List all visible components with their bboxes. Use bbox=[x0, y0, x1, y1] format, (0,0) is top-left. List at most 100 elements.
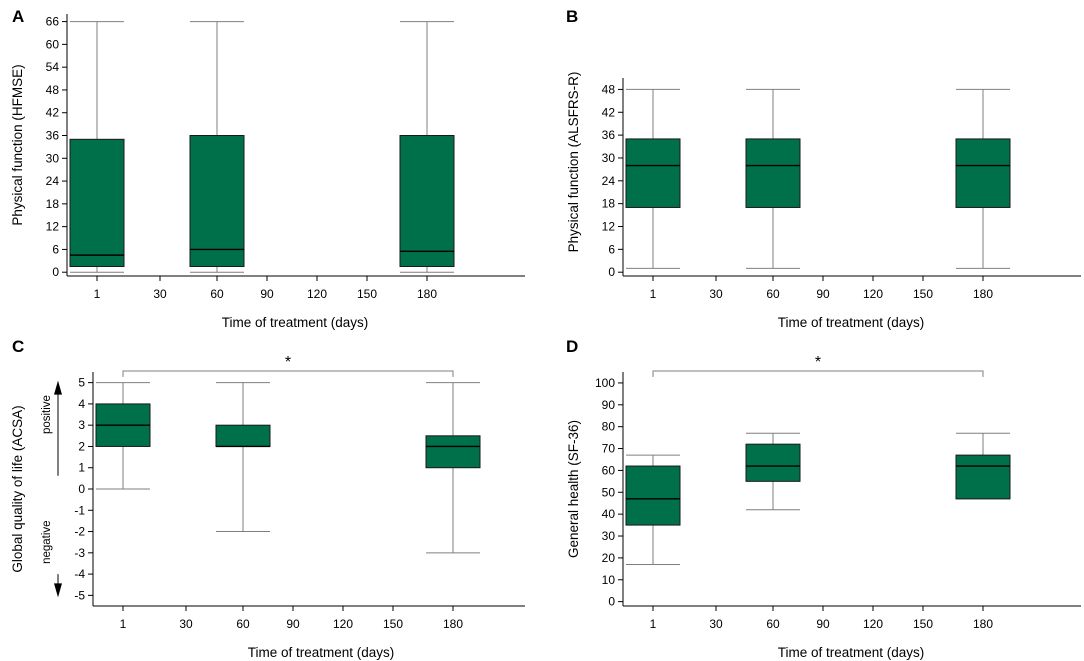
x-tick-label: 1 bbox=[650, 287, 657, 301]
y-tick-label: 12 bbox=[46, 220, 60, 234]
y-tick-label: 2 bbox=[78, 439, 85, 453]
y-tick-label: 24 bbox=[46, 174, 60, 188]
y-tick-label: 36 bbox=[602, 128, 616, 142]
y-tick-label: 18 bbox=[602, 197, 616, 211]
y-tick-label: 70 bbox=[602, 442, 616, 456]
x-tick-label: 90 bbox=[286, 617, 300, 631]
y-tick-label: 6 bbox=[608, 242, 615, 256]
y-tick-label: 18 bbox=[46, 197, 60, 211]
panel-letter: C bbox=[12, 337, 24, 356]
y-tick-label: 5 bbox=[78, 376, 85, 390]
y-tick-label: 0 bbox=[608, 265, 615, 279]
x-tick-label: 120 bbox=[307, 287, 327, 301]
negative-arrow-head bbox=[54, 583, 62, 598]
iqr-box bbox=[955, 454, 1011, 500]
x-tick-label: 1 bbox=[94, 287, 101, 301]
y-tick-label: -5 bbox=[74, 588, 85, 602]
y-tick-label: 54 bbox=[46, 60, 60, 74]
significance-bracket bbox=[122, 370, 454, 377]
positive-label: positive bbox=[41, 395, 53, 434]
x-axis-title: Time of treatment (days) bbox=[778, 315, 925, 330]
significance-bracket bbox=[652, 370, 984, 377]
box-plot-1 bbox=[69, 21, 125, 273]
x-tick-label: 1 bbox=[650, 617, 657, 631]
y-tick-label: 4 bbox=[78, 397, 85, 411]
y-tick-label: -4 bbox=[74, 567, 85, 581]
y-tick-label: 30 bbox=[602, 151, 616, 165]
significance-star: * bbox=[285, 354, 291, 371]
box-plot-60 bbox=[745, 432, 801, 511]
positive-arrow-head bbox=[54, 380, 62, 395]
iqr-box bbox=[955, 138, 1011, 208]
y-tick-label: 80 bbox=[602, 420, 616, 434]
y-tick-label: -1 bbox=[74, 503, 85, 517]
y-axis-title: Physical function (HFMSE) bbox=[10, 64, 25, 225]
y-tick-label: 60 bbox=[602, 463, 616, 477]
x-tick-label: 150 bbox=[913, 617, 933, 631]
x-tick-label: 150 bbox=[357, 287, 377, 301]
x-tick-label: 180 bbox=[973, 617, 993, 631]
box-plot-1 bbox=[625, 454, 681, 565]
x-tick-label: 30 bbox=[709, 287, 723, 301]
negative-label: negative bbox=[41, 520, 53, 563]
y-tick-label: 30 bbox=[46, 151, 60, 165]
panel-b: B 0 6 12 18 24 30 36 42 48 1 30 60 90 120 150 180 Time of… bbox=[566, 7, 1081, 330]
box-plot-180 bbox=[955, 88, 1011, 269]
x-tick-label: 30 bbox=[179, 617, 193, 631]
box-plot-60 bbox=[215, 382, 271, 533]
y-tick-label: 60 bbox=[46, 37, 60, 51]
x-tick-label: 180 bbox=[443, 617, 463, 631]
y-tick-label: 36 bbox=[46, 129, 60, 143]
y-tick-label: 0 bbox=[78, 482, 85, 496]
x-tick-label: 120 bbox=[863, 617, 883, 631]
iqr-box bbox=[399, 135, 455, 268]
y-tick-label: 48 bbox=[602, 82, 616, 96]
y-tick-label: 100 bbox=[595, 376, 615, 390]
panel-c: C -5 -4 -3 -2 -1 0 1 2 3 4 5 1 30 60 90 120 150 180 Time of… bbox=[10, 337, 525, 660]
x-tick-label: 90 bbox=[816, 617, 830, 631]
x-tick-label: 1 bbox=[120, 617, 127, 631]
significance-star: * bbox=[815, 354, 821, 371]
y-tick-label: 1 bbox=[78, 461, 85, 475]
y-tick-label: 12 bbox=[602, 220, 616, 234]
y-tick-label: 3 bbox=[78, 418, 85, 432]
box-plot-180 bbox=[399, 21, 455, 273]
x-tick-label: 120 bbox=[863, 287, 883, 301]
panel-letter: A bbox=[12, 7, 24, 26]
y-axis-title: General health (SF-36) bbox=[566, 420, 581, 558]
panel-a: A 0 6 12 18 24 30 36 42 48 54 60 66 1 30 60 90 120 150 180 T… bbox=[10, 7, 525, 330]
iqr-box bbox=[745, 443, 801, 482]
x-tick-label: 150 bbox=[913, 287, 933, 301]
x-tick-label: 120 bbox=[333, 617, 353, 631]
x-tick-label: 90 bbox=[816, 287, 830, 301]
y-tick-label: 50 bbox=[602, 485, 616, 499]
iqr-box bbox=[625, 465, 681, 526]
y-axis-title: Physical function (ALSFRS-R) bbox=[566, 72, 581, 253]
box-plot-180 bbox=[425, 382, 481, 554]
y-tick-label: 20 bbox=[602, 551, 616, 565]
box-plot-180 bbox=[955, 432, 1011, 500]
x-tick-label: 60 bbox=[766, 287, 780, 301]
y-tick-label: 10 bbox=[602, 573, 616, 587]
y-tick-label: 40 bbox=[602, 507, 616, 521]
x-tick-label: 30 bbox=[709, 617, 723, 631]
x-axis-title: Time of treatment (days) bbox=[222, 315, 369, 330]
iqr-box bbox=[69, 138, 125, 268]
iqr-box bbox=[625, 138, 681, 208]
iqr-box bbox=[189, 135, 245, 268]
x-tick-label: 60 bbox=[236, 617, 250, 631]
y-tick-label: 24 bbox=[602, 174, 616, 188]
y-tick-label: 42 bbox=[46, 106, 60, 120]
iqr-box bbox=[425, 435, 481, 469]
y-tick-label: 48 bbox=[46, 83, 60, 97]
y-tick-label: 6 bbox=[52, 242, 59, 256]
x-tick-label: 30 bbox=[153, 287, 167, 301]
iqr-box bbox=[745, 138, 801, 208]
box-plot-1 bbox=[625, 88, 681, 269]
y-tick-label: -2 bbox=[74, 525, 85, 539]
box-plot-60 bbox=[745, 88, 801, 269]
x-tick-label: 60 bbox=[210, 287, 224, 301]
panel-letter: D bbox=[566, 337, 578, 356]
y-axis-title: Global quality of life (ACSA) bbox=[10, 405, 25, 572]
